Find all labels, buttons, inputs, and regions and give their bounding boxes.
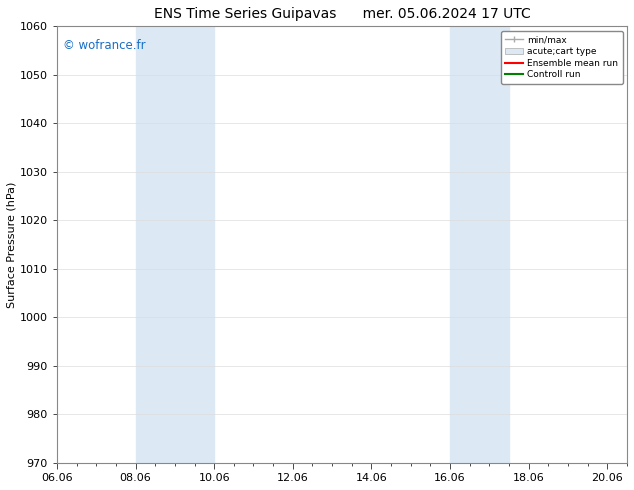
Title: ENS Time Series Guipavas      mer. 05.06.2024 17 UTC: ENS Time Series Guipavas mer. 05.06.2024… [153, 7, 530, 21]
Bar [450, 26, 509, 463]
Bar [136, 26, 214, 463]
Legend: min/max, acute;cart type, Ensemble mean run, Controll run: min/max, acute;cart type, Ensemble mean … [501, 31, 623, 84]
Y-axis label: Surface Pressure (hPa): Surface Pressure (hPa) [7, 181, 17, 308]
Text: © wofrance.fr: © wofrance.fr [63, 39, 145, 52]
